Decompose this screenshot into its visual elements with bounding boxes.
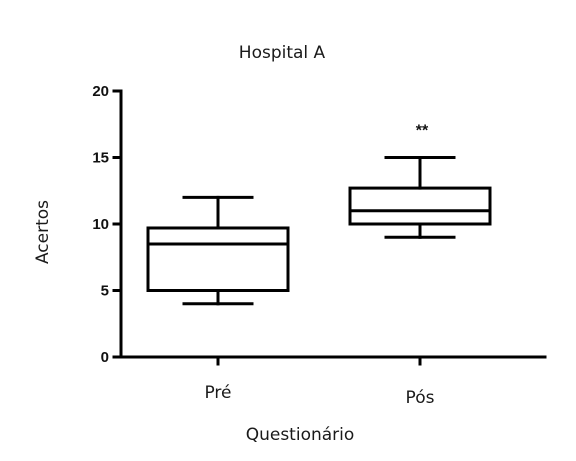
box-pos: ** bbox=[348, 123, 492, 239]
box-pre bbox=[146, 195, 290, 306]
chart-title: Hospital A bbox=[239, 43, 326, 63]
y-tick-label: 10 bbox=[92, 216, 109, 233]
boxes: ** bbox=[146, 123, 492, 306]
iqr-box bbox=[348, 186, 492, 226]
y-tick-label: 20 bbox=[92, 83, 109, 100]
y-tick-label: 5 bbox=[101, 283, 109, 300]
y-tick-label: 0 bbox=[101, 349, 109, 366]
y-axis-label: Acertos bbox=[33, 200, 53, 264]
significance-marker: ** bbox=[416, 123, 429, 140]
x-tick-label: Pós bbox=[406, 388, 435, 408]
x-tick-label: Pré bbox=[204, 383, 231, 403]
axes: 0 5 10 15 20 Pré Pós bbox=[92, 83, 547, 408]
x-axis-label: Questionário bbox=[246, 425, 355, 445]
iqr-box bbox=[146, 226, 290, 293]
y-tick-label: 15 bbox=[92, 150, 109, 167]
